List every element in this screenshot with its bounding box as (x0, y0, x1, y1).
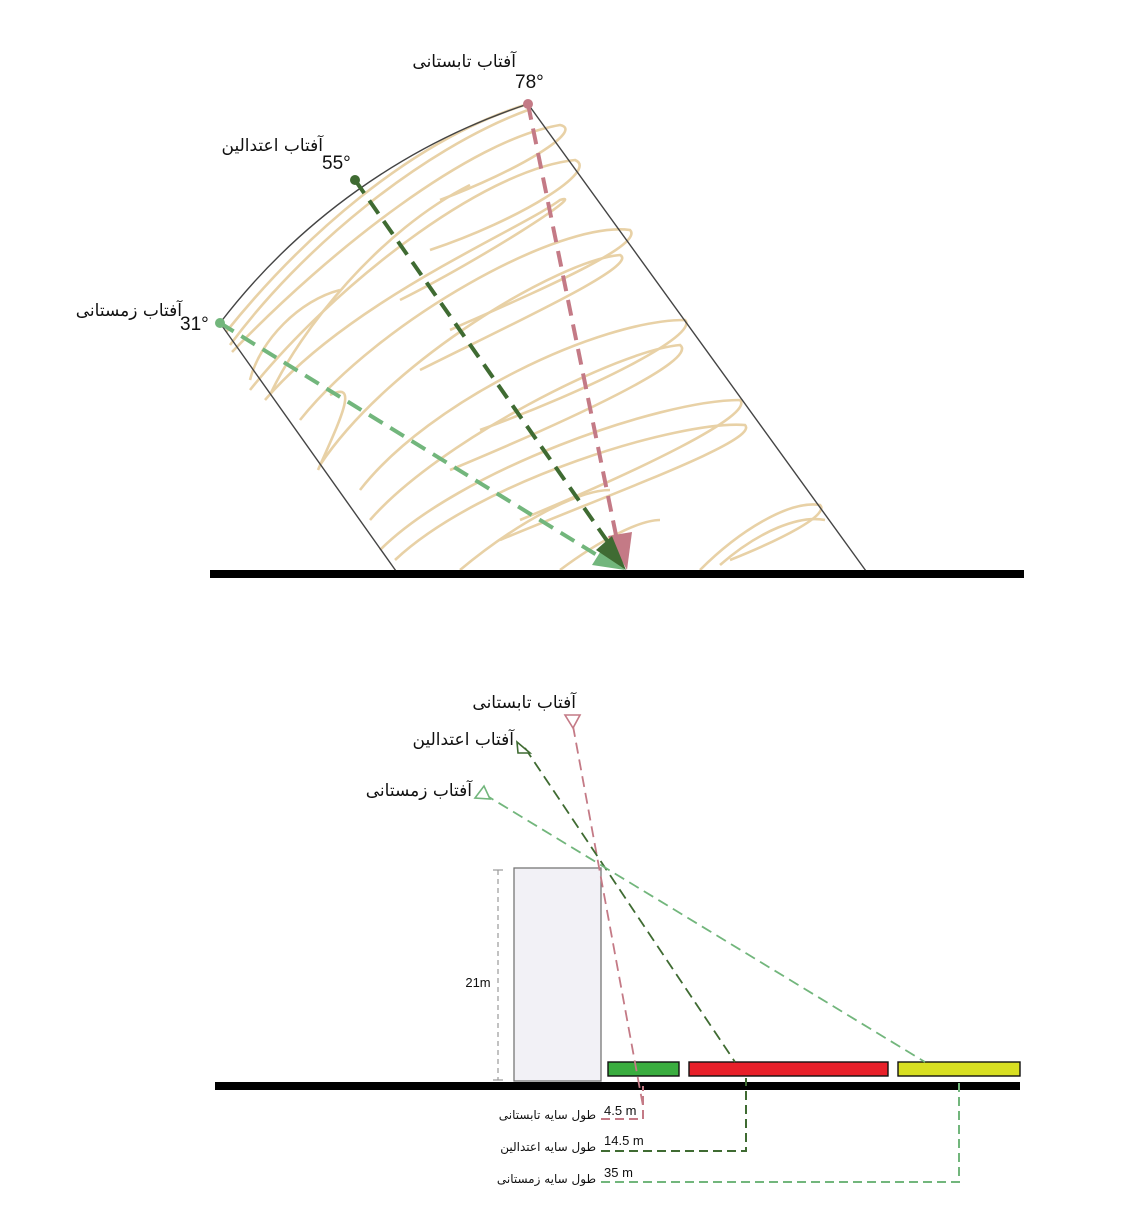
bottom-shadow-diagram: 21m آفتاب تابستانی آفتاب اعتدالین آفتاب … (215, 691, 1021, 1187)
equinox-shadow-bar (688, 1061, 889, 1077)
winter-shadow-bar (897, 1061, 1021, 1077)
building-height-label: 21m (465, 975, 490, 990)
top-sun-path-diagram: آفتاب تابستانی 78° آفتاب اعتدالین 55° آف… (76, 50, 1024, 578)
equinox-shadow-label: طول سایه اعتدالین (500, 1140, 596, 1155)
summer-ray-bottom (572, 725, 644, 1107)
winter-sun-triangle (473, 784, 492, 800)
summer-angle-label: 78° (515, 72, 544, 93)
winter-shadow-bracket (601, 1078, 960, 1183)
equinox-sun-triangle (516, 740, 533, 754)
winter-angle-label: 31° (180, 314, 209, 335)
summer-sun-triangle (563, 714, 582, 730)
equinox-angle-label: 55° (322, 153, 351, 174)
equinox-sun-label: آفتاب اعتدالین (222, 134, 325, 156)
sun-path-loops (224, 102, 826, 572)
summer-shadow-bar (607, 1061, 680, 1077)
equinox-sun-ray (353, 178, 612, 547)
winter-sun-ray (218, 321, 607, 562)
winter-ray-bottom (483, 793, 926, 1063)
equinox-ray-bottom (524, 747, 736, 1063)
summer-sun-label: آفتاب تابستانی (412, 50, 517, 72)
summer-shadow-value: 4.5 m (604, 1103, 637, 1118)
winter-sun-label-bottom: آفتاب زمستانی (366, 779, 474, 801)
equinox-sun-label-bottom: آفتاب اعتدالین (413, 728, 516, 750)
summer-sun-label-bottom: آفتاب تابستانی (472, 691, 577, 713)
equinox-shadow-bracket (601, 1078, 747, 1152)
summer-sun-dot (523, 99, 533, 109)
equinox-sun-dot (350, 175, 360, 185)
summer-shadow-bracket (601, 1086, 644, 1120)
building (513, 867, 602, 1082)
equinox-shadow-value: 14.5 m (604, 1133, 644, 1148)
sun-path-frame (219, 103, 867, 572)
winter-sun-dot (215, 318, 225, 328)
winter-shadow-value: 35 m (604, 1165, 633, 1180)
winter-shadow-label: طول سایه زمستانی (497, 1172, 596, 1187)
equinox-arrowhead (596, 536, 626, 570)
summer-shadow-label: طول سایه تابستانی (499, 1108, 596, 1123)
winter-sun-label: آفتاب زمستانی (76, 299, 184, 321)
